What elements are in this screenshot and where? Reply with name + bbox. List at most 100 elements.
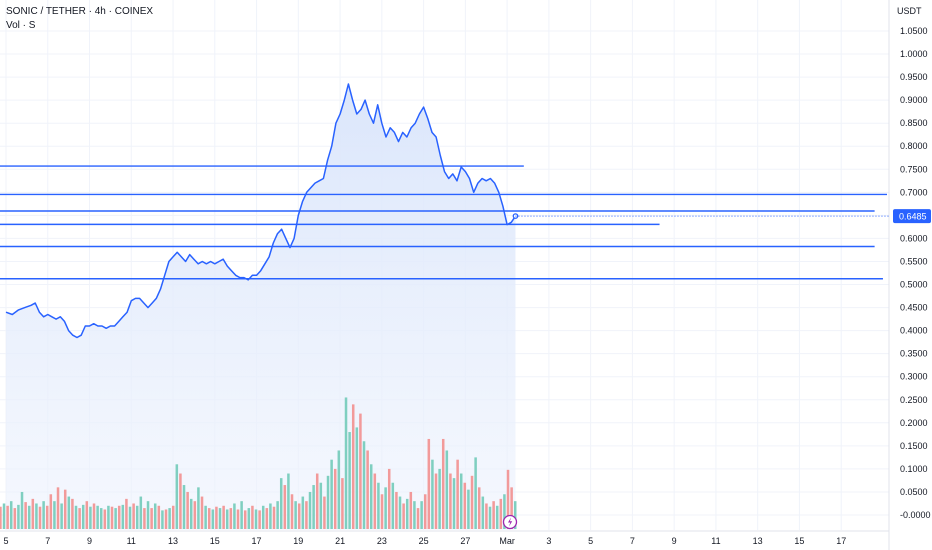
volume-bar	[359, 413, 362, 529]
volume-bar	[441, 438, 445, 529]
time-tick-label: 3	[546, 536, 551, 546]
volume-bar	[240, 501, 243, 529]
time-axis[interactable]: 5 7 9 11 13 15 17 19 21 23 25 27 Mar 3 5 7 9 11 13 15 17	[0, 530, 889, 546]
volume-bar	[456, 459, 459, 529]
volume-bar	[179, 473, 182, 529]
volume-bar	[279, 478, 283, 529]
volume-bar	[6, 505, 9, 529]
volume-bar	[171, 505, 175, 529]
price-tick-label: 0.7000	[900, 187, 928, 197]
volume-bar	[197, 487, 200, 529]
volume-bar	[265, 508, 269, 529]
symbol-title[interactable]: SONIC / TETHER · 4h · COINEX	[6, 6, 154, 17]
volume-bar	[9, 501, 13, 529]
lightning-icon[interactable]	[502, 514, 518, 530]
volume-bar	[60, 503, 63, 529]
volume-bar	[78, 508, 81, 529]
volume-bar	[366, 450, 369, 529]
volume-bar	[207, 508, 211, 529]
time-tick-label: 15	[210, 536, 220, 546]
volume-bar	[161, 510, 164, 529]
price-tick-label: 0.2000	[900, 418, 928, 428]
volume-bar	[146, 501, 150, 529]
price-line	[5, 83, 517, 339]
time-tick-label: 11	[711, 536, 720, 546]
volume-bars	[0, 397, 517, 529]
volume-bar	[438, 468, 441, 529]
price-tick-label: 0.3500	[900, 349, 928, 359]
volume-bar	[308, 491, 312, 529]
volume-bar	[330, 459, 333, 529]
volume-bar	[42, 501, 45, 529]
volume-bar	[287, 473, 290, 529]
volume-bar	[31, 498, 35, 529]
time-tick-label: 17	[836, 536, 846, 546]
volume-bar	[233, 503, 236, 529]
volume-bar	[132, 503, 135, 529]
volume-bar	[373, 473, 377, 529]
volume-bar	[380, 494, 384, 529]
volume-bar	[431, 459, 434, 529]
volume-bar	[204, 505, 207, 529]
volume-bar	[481, 496, 485, 529]
volume-bar	[323, 496, 326, 529]
volume-bar	[222, 505, 225, 529]
volume-bar	[157, 505, 161, 529]
volume-bar	[150, 508, 153, 529]
volume-bar	[35, 503, 38, 529]
volume-bar	[92, 503, 96, 529]
volume-bar	[20, 491, 24, 529]
time-tick-label: 17	[252, 536, 262, 546]
volume-bar	[510, 487, 513, 529]
volume-bar	[225, 509, 229, 529]
volume-bar	[85, 501, 89, 529]
price-tick-label: 0.1500	[900, 441, 928, 451]
volume-bar	[13, 508, 17, 529]
time-tick-label: 9	[87, 536, 92, 546]
volume-bar	[215, 506, 218, 529]
time-tick-label: Mar	[499, 536, 515, 546]
volume-bar	[434, 473, 438, 529]
volume-bar	[0, 506, 2, 529]
price-tick-label: 0.8500	[900, 118, 928, 128]
volume-bar	[67, 496, 71, 529]
icon-layer[interactable]	[502, 514, 518, 530]
volume-bar	[153, 503, 157, 529]
time-tick-label: 19	[293, 536, 303, 546]
volume-bar	[499, 498, 503, 529]
volume-bar	[459, 473, 463, 529]
price-axis[interactable]: 1.0500 1.0000 0.9500 0.9000 0.8500 0.8000 0.75…	[888, 0, 931, 550]
volume-bar	[463, 482, 467, 529]
volume-bar	[96, 505, 99, 529]
volume-indicator-label[interactable]: Vol · S	[6, 20, 36, 31]
volume-bar	[495, 505, 499, 529]
volume-bar	[89, 506, 92, 529]
volume-bar	[377, 482, 380, 529]
volume-bar	[449, 473, 452, 529]
volume-bar	[269, 503, 272, 529]
volume-bar	[362, 441, 366, 529]
volume-bar	[492, 501, 495, 529]
volume-bar	[470, 475, 474, 529]
volume-bar	[189, 498, 193, 529]
time-tick-label: 13	[168, 536, 178, 546]
volume-bar	[56, 487, 60, 529]
time-tick-label: 7	[630, 536, 635, 546]
currency-label: USDT	[897, 6, 922, 16]
horizontal-lines[interactable]	[0, 165, 887, 280]
volume-bar	[247, 508, 251, 529]
volume-bar	[38, 506, 42, 529]
volume-bar	[107, 505, 110, 529]
volume-bar	[254, 509, 258, 529]
lightning-icon-bolt	[508, 517, 513, 527]
last-price-label: 0.6485	[899, 212, 927, 222]
volume-bar	[445, 450, 449, 529]
volume-bar	[276, 501, 279, 529]
time-tick-label: 21	[335, 536, 345, 546]
volume-bar	[175, 464, 179, 529]
price-tick-label: 0.8000	[900, 141, 928, 151]
price-area	[6, 84, 516, 530]
volume-bar	[53, 501, 56, 529]
